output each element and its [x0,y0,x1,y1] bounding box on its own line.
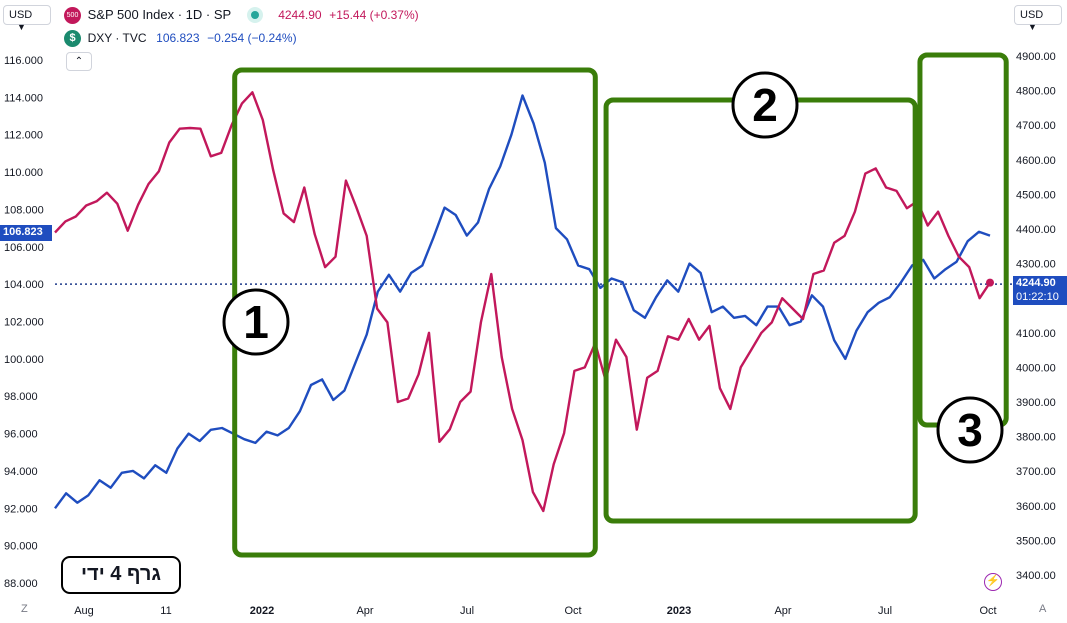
zone-1-marker [222,288,290,356]
caption-text: גרף 4 ידי [81,563,161,585]
sp500-series-line [54,91,991,513]
time-axis-tick: Apr [774,605,791,617]
sp500-legend-row[interactable]: 500 S&P 500 Index · 1D · SP 4244.90 +15.… [64,7,419,25]
sp500-logo-icon: 500 [64,7,81,25]
left-axis-tick: 108.000 [4,204,44,216]
chevron-down-icon: ▼ [1028,22,1037,32]
time-axis-tick: Jul [460,605,474,617]
time-axis-tick: Oct [979,605,996,617]
sp500-price: 4244.90 [278,8,322,22]
right-axis-tick: 4500.00 [1016,189,1056,201]
zone-3-marker [936,396,1004,464]
right-axis-tick: 4000.00 [1016,362,1056,374]
sp500-last-price-badge: 4244.90 [1013,276,1067,291]
currency-left-label: USD [9,9,33,21]
right-axis-tick: 3900.00 [1016,397,1056,409]
right-axis-tick: 4600.00 [1016,155,1056,167]
right-axis: 4900.00 4800.00 4700.00 4600.00 4500.00 4400.… [1016,51,1056,582]
right-axis-tick: 4900.00 [1016,51,1056,63]
sp500-last-point [986,278,994,287]
right-axis-tick: 3600.00 [1016,501,1056,513]
time-axis-tick: Apr [356,605,373,617]
sp500-countdown-badge: 01:22:10 [1013,290,1067,305]
left-axis-tick: 96.000 [4,429,38,441]
dxy-logo-icon: $ [64,30,81,48]
zone-2-marker [731,71,799,139]
chevron-up-icon: ⌃ [74,56,84,67]
currency-right-label: USD [1020,9,1044,21]
right-axis-tick: 3500.00 [1016,535,1056,547]
right-axis-tick: 4100.00 [1016,328,1056,340]
left-axis-tick: 94.000 [4,466,38,478]
sp500-change: +15.44 (+0.37%) [329,8,419,22]
lightning-icon[interactable]: ⚡ [984,573,1002,591]
left-axis-tick: 114.000 [4,92,43,104]
collapse-legend-button[interactable]: ⌃ [66,52,92,71]
zone-3-label: 3 [957,404,983,456]
right-axis-tick: 4400.00 [1016,224,1056,236]
dxy-last-price-badge: 106.823 [0,225,52,241]
time-axis-tick: Aug [74,605,94,617]
left-axis-tick: 106.000 [4,242,44,254]
dxy-change: −0.254 (−0.24%) [207,31,297,45]
annotation-zones: 1 2 3 [222,52,1009,558]
dxy-price: 106.823 [156,31,200,45]
time-axis-tick: Jul [878,605,892,617]
chevron-down-icon: ▼ [17,22,26,32]
right-axis-tick: 3400.00 [1016,570,1056,582]
time-axis: Aug 11 2022 Apr Jul Oct 2023 Apr Jul Oct [74,605,996,617]
zone-1-label: 1 [243,296,269,348]
z-button[interactable]: Z [21,603,28,615]
left-axis-tick: 100.000 [4,354,44,366]
left-axis-tick: 92.000 [4,503,38,515]
left-axis-tick: 110.000 [4,167,43,179]
right-axis-tick: 3700.00 [1016,466,1056,478]
right-axis-tick: 4700.00 [1016,120,1056,132]
right-axis-tick: 4800.00 [1016,86,1056,98]
sp500-title: S&P 500 Index · 1D · SP [87,7,231,22]
currency-selector-left[interactable]: USD ▼ [3,5,51,32]
time-axis-tick: 2022 [250,605,274,617]
left-axis-tick: 116.000 [4,55,43,67]
left-axis-tick: 102.000 [4,317,44,329]
left-axis-tick: 104.000 [4,279,44,291]
dxy-series-line [54,94,991,510]
a-button[interactable]: A [1039,603,1047,615]
left-axis-tick: 98.000 [4,391,38,403]
left-axis-tick: 88.000 [4,578,38,590]
chart-caption: גרף 4 ידי [61,556,181,594]
left-axis-tick: 90.000 [4,541,38,553]
dxy-legend-row[interactable]: $ DXY · TVC 106.823 −0.254 (−0.24%) [64,30,297,48]
zone-2-label: 2 [752,79,778,131]
left-axis-tick: 112.000 [4,130,43,142]
right-axis-tick: 3800.00 [1016,432,1056,444]
time-axis-tick: Oct [564,605,581,617]
time-axis-tick: 2023 [667,605,691,617]
zone-1-box [232,67,598,558]
left-axis: 116.000 114.000 112.000 110.000 108.000 106.0… [4,55,44,590]
time-axis-tick: 11 [160,605,171,617]
zone-3-box [917,52,1009,428]
currency-selector-right[interactable]: USD ▼ [1014,5,1062,32]
right-axis-tick: 4300.00 [1016,259,1056,271]
dxy-title: DXY · TVC [87,31,147,45]
status-dot-icon [250,11,259,19]
